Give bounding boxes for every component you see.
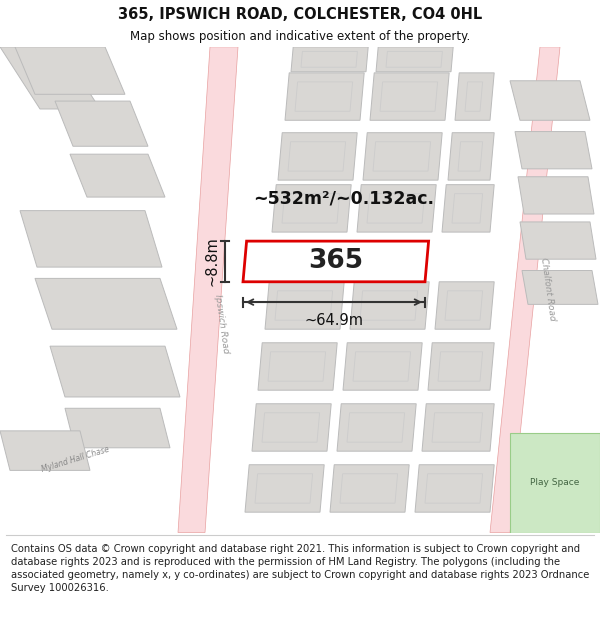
Polygon shape — [448, 132, 494, 180]
Polygon shape — [252, 404, 331, 451]
Text: ~8.8m: ~8.8m — [205, 237, 220, 286]
Polygon shape — [367, 194, 425, 223]
Text: ~532m²/~0.132ac.: ~532m²/~0.132ac. — [253, 189, 434, 208]
Polygon shape — [428, 342, 494, 390]
Polygon shape — [0, 47, 100, 109]
Polygon shape — [291, 47, 368, 72]
Text: ~64.9m: ~64.9m — [305, 313, 364, 328]
Polygon shape — [288, 142, 346, 171]
Polygon shape — [35, 278, 177, 329]
Text: Chalfont Road: Chalfont Road — [539, 258, 557, 322]
Polygon shape — [258, 342, 337, 390]
Polygon shape — [522, 271, 598, 304]
Polygon shape — [515, 132, 592, 169]
Polygon shape — [278, 132, 357, 180]
Polygon shape — [65, 408, 170, 447]
Polygon shape — [510, 81, 590, 120]
Polygon shape — [518, 177, 594, 214]
Polygon shape — [415, 465, 494, 512]
Polygon shape — [458, 142, 482, 171]
Polygon shape — [373, 142, 431, 171]
Polygon shape — [265, 282, 344, 329]
Polygon shape — [452, 194, 482, 223]
Text: Map shows position and indicative extent of the property.: Map shows position and indicative extent… — [130, 30, 470, 43]
Polygon shape — [386, 51, 442, 68]
Polygon shape — [343, 342, 422, 390]
Text: 365, IPSWICH ROAD, COLCHESTER, CO4 0HL: 365, IPSWICH ROAD, COLCHESTER, CO4 0HL — [118, 6, 482, 21]
Polygon shape — [0, 431, 90, 471]
Polygon shape — [340, 474, 398, 503]
Text: Contains OS data © Crown copyright and database right 2021. This information is : Contains OS data © Crown copyright and d… — [11, 544, 589, 593]
Polygon shape — [376, 47, 453, 72]
Polygon shape — [262, 412, 320, 442]
Polygon shape — [442, 184, 494, 232]
Polygon shape — [295, 82, 353, 111]
Polygon shape — [422, 404, 494, 451]
Polygon shape — [425, 474, 482, 503]
Polygon shape — [255, 474, 313, 503]
Polygon shape — [455, 73, 494, 120]
Polygon shape — [245, 465, 324, 512]
Polygon shape — [350, 282, 429, 329]
Polygon shape — [301, 51, 358, 68]
Polygon shape — [520, 222, 596, 259]
Polygon shape — [20, 211, 162, 267]
Polygon shape — [243, 241, 428, 282]
Polygon shape — [15, 47, 125, 94]
Polygon shape — [370, 73, 449, 120]
Polygon shape — [337, 404, 416, 451]
Polygon shape — [445, 291, 482, 320]
Polygon shape — [438, 352, 482, 381]
Polygon shape — [268, 352, 326, 381]
Text: 365: 365 — [308, 249, 364, 274]
Polygon shape — [465, 82, 482, 111]
Polygon shape — [275, 291, 332, 320]
Polygon shape — [353, 352, 410, 381]
Polygon shape — [380, 82, 437, 111]
Polygon shape — [272, 184, 351, 232]
Polygon shape — [360, 291, 418, 320]
Polygon shape — [50, 346, 180, 397]
Polygon shape — [282, 194, 340, 223]
Polygon shape — [330, 465, 409, 512]
Polygon shape — [363, 132, 442, 180]
Polygon shape — [347, 412, 404, 442]
Polygon shape — [510, 433, 600, 532]
Polygon shape — [435, 282, 494, 329]
Polygon shape — [178, 47, 238, 532]
Polygon shape — [285, 73, 364, 120]
Text: Play Space: Play Space — [530, 478, 580, 488]
Text: Ipswich Road: Ipswich Road — [214, 293, 230, 354]
Polygon shape — [357, 184, 436, 232]
Polygon shape — [432, 412, 482, 442]
Polygon shape — [55, 101, 148, 146]
Text: Myland Hall Chase: Myland Hall Chase — [40, 444, 110, 474]
Polygon shape — [70, 154, 165, 197]
Polygon shape — [490, 47, 560, 532]
